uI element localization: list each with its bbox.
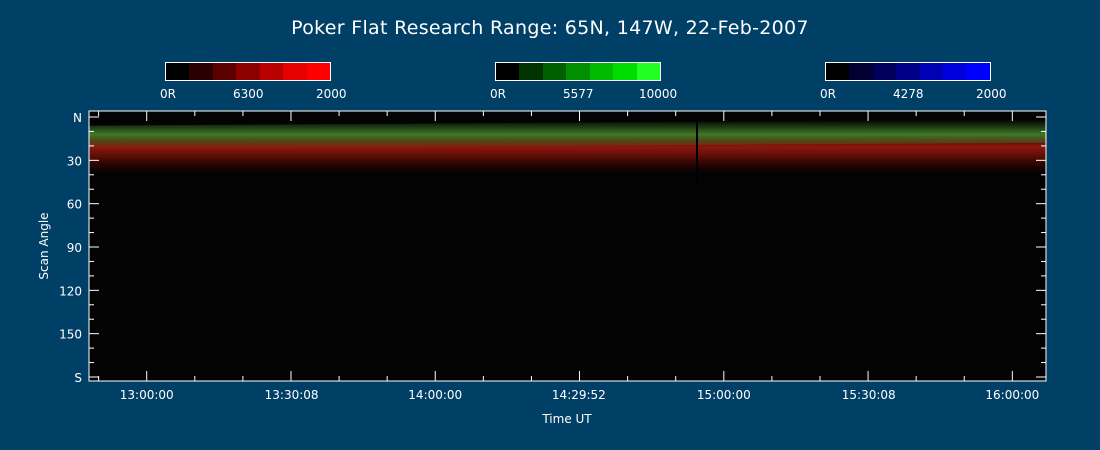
colorbar-blue-segment bbox=[849, 63, 873, 80]
colorbar-red-segment bbox=[306, 63, 330, 80]
colorbar-green-segment bbox=[542, 63, 567, 80]
x-tick-label: 15:00:00 bbox=[697, 388, 751, 402]
colorbar-green bbox=[495, 62, 661, 81]
colorbar-blue-segment bbox=[872, 63, 897, 80]
colorbar-green-segment bbox=[496, 63, 520, 80]
colorbar-blue-segment bbox=[943, 63, 967, 80]
chart-title: Poker Flat Research Range: 65N, 147W, 22… bbox=[291, 17, 809, 39]
y-axis-ticks bbox=[89, 116, 1046, 378]
x-tick-label: 13:00:00 bbox=[120, 388, 174, 402]
y-axis-title: Scan Angle bbox=[37, 212, 51, 279]
colorbar-green-segment bbox=[519, 63, 543, 80]
y-tick-label: S bbox=[74, 371, 82, 385]
colorbar-red-min-label: 0R bbox=[160, 87, 176, 101]
colorbar-red-segment bbox=[283, 63, 307, 80]
colorbar-blue-min-label: 0R bbox=[820, 87, 836, 101]
x-tick-label: 15:30:08 bbox=[842, 388, 896, 402]
emission-bands bbox=[89, 119, 1046, 174]
x-tick-label: 16:00:00 bbox=[985, 388, 1039, 402]
emission-band-5577 bbox=[89, 119, 1046, 149]
colorbar-blue-max-label: 2000 bbox=[976, 87, 1007, 101]
colorbar-blue-segment bbox=[919, 63, 944, 80]
colorbar-red-segment bbox=[212, 63, 237, 80]
colorbar-red-mid-label: 6300 bbox=[233, 87, 264, 101]
colorbar-green-segment bbox=[636, 63, 660, 80]
colorbar-green-min-label: 0R bbox=[490, 87, 506, 101]
x-tick-label: 13:30:08 bbox=[265, 388, 319, 402]
colorbar-green-mid-label: 5577 bbox=[563, 87, 594, 101]
colorbar-green-max-label: 10000 bbox=[639, 87, 678, 101]
colorbar-blue-segment bbox=[966, 63, 990, 80]
colorbar-blue bbox=[825, 62, 991, 81]
y-tick-label: 120 bbox=[59, 284, 82, 298]
plot-frame bbox=[88, 110, 1047, 382]
x-tick-label: 14:29:52 bbox=[552, 388, 606, 402]
y-tick-label: 60 bbox=[67, 198, 82, 212]
plot-area bbox=[88, 110, 1047, 382]
x-axis-tick-labels: 13:00:00 13:30:08 14:00:00 14:29:52 15:00:00… bbox=[120, 388, 1040, 402]
colorbar-red-segment bbox=[236, 63, 260, 80]
y-tick-label: 150 bbox=[59, 328, 82, 342]
y-tick-label: 90 bbox=[67, 241, 82, 255]
x-tick-label: 14:00:00 bbox=[408, 388, 462, 402]
y-axis-tick-labels: N 30 60 90 120 150 S bbox=[59, 111, 82, 385]
colorbar-red-segment bbox=[166, 63, 190, 80]
colorbar-green-segment bbox=[566, 63, 590, 80]
colorbar-green-segment bbox=[613, 63, 637, 80]
colorbar-red-segment bbox=[189, 63, 213, 80]
x-axis-title: Time UT bbox=[541, 412, 592, 426]
y-tick-label: N bbox=[73, 111, 82, 125]
colorbar-blue-mid-label: 4278 bbox=[893, 87, 924, 101]
colorbar-blue-segment bbox=[896, 63, 920, 80]
x-axis-ticks bbox=[98, 111, 1013, 381]
colorbar-red bbox=[165, 62, 331, 81]
colorbar-green-segment bbox=[589, 63, 614, 80]
colorbar-red-max-label: 2000 bbox=[316, 87, 347, 101]
y-tick-label: 30 bbox=[67, 154, 82, 168]
colorbar-red-segment bbox=[259, 63, 284, 80]
colorbar-blue-segment bbox=[826, 63, 850, 80]
